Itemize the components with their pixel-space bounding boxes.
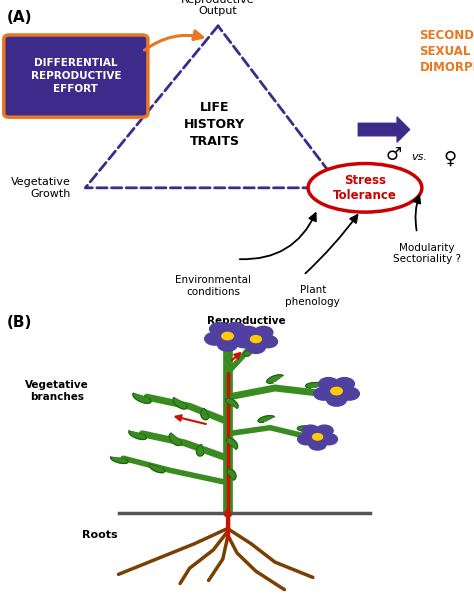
Text: Environmental
conditions: Environmental conditions (175, 275, 251, 297)
Circle shape (210, 323, 229, 335)
Circle shape (254, 326, 273, 338)
FancyBboxPatch shape (4, 35, 148, 117)
Text: Reproductive
Output: Reproductive Output (181, 0, 255, 16)
Circle shape (302, 425, 319, 436)
Circle shape (298, 434, 315, 445)
Circle shape (316, 425, 333, 436)
Circle shape (222, 332, 233, 340)
Circle shape (320, 434, 337, 445)
Text: (B): (B) (7, 315, 33, 330)
Circle shape (314, 387, 334, 400)
Text: DIFFERENTIAL
REPRODUCTIVE
EFFORT: DIFFERENTIAL REPRODUCTIVE EFFORT (31, 58, 121, 94)
Circle shape (331, 387, 342, 395)
Circle shape (259, 335, 277, 348)
Circle shape (327, 393, 346, 406)
Text: Modularity
Sectoriality ?: Modularity Sectoriality ? (392, 243, 461, 265)
Text: Reproductive
branches: Reproductive branches (207, 316, 286, 338)
Text: (A): (A) (7, 10, 33, 24)
Text: ♂: ♂ (385, 147, 401, 164)
Circle shape (339, 387, 359, 400)
Circle shape (335, 378, 355, 390)
Circle shape (226, 323, 246, 335)
Circle shape (205, 332, 225, 345)
Circle shape (239, 326, 258, 338)
Text: Roots: Roots (82, 530, 118, 540)
Circle shape (312, 434, 323, 440)
Circle shape (235, 335, 253, 348)
Ellipse shape (308, 164, 422, 212)
Text: Stress
Tolerance: Stress Tolerance (333, 174, 397, 202)
Text: Vegetative
branches: Vegetative branches (25, 380, 89, 402)
Text: SECONDARY
SEXUAL
DIMORPHISM: SECONDARY SEXUAL DIMORPHISM (419, 29, 474, 74)
Circle shape (251, 335, 261, 343)
Circle shape (246, 342, 265, 353)
Circle shape (309, 439, 326, 450)
Text: ♀: ♀ (444, 150, 457, 167)
Text: vs.: vs. (411, 152, 428, 162)
Circle shape (319, 378, 338, 390)
Circle shape (218, 338, 237, 351)
Text: Plant
phenology: Plant phenology (285, 285, 340, 307)
Text: LIFE
HISTORY
TRAITS: LIFE HISTORY TRAITS (184, 101, 246, 148)
Text: Vegetative
Growth: Vegetative Growth (11, 177, 71, 199)
Circle shape (230, 332, 250, 345)
